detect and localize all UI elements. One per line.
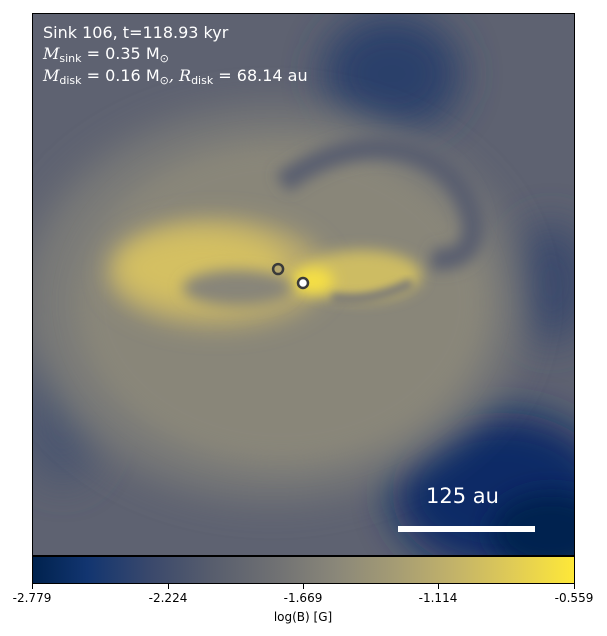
colorbar-label: log(B) [G] xyxy=(273,610,333,624)
scalebar xyxy=(398,526,535,532)
r-disk-subscript: disk xyxy=(191,74,214,87)
colorbar-tick-label: -1.114 xyxy=(418,591,458,605)
m-disk-solar-sub: ⊙ xyxy=(159,74,169,87)
m-disk-symbol: M xyxy=(43,66,60,85)
disk-properties-label: Mdisk = 0.16 M⊙, Rdisk = 68.14 au xyxy=(43,65,308,91)
r-disk-symbol: , R xyxy=(168,66,192,85)
sink-time-label: Sink 106, t=118.93 kyr xyxy=(43,23,229,42)
m-sink-value: = 0.35 M xyxy=(81,44,160,63)
colorbar xyxy=(32,556,575,584)
r-disk-value: = 68.14 au xyxy=(213,66,308,85)
m-sink-subscript: sink xyxy=(59,52,82,65)
m-disk-value: = 0.16 M xyxy=(81,66,160,85)
m-disk-subscript: disk xyxy=(59,74,82,87)
colorbar-tick xyxy=(168,584,169,589)
sink-mass-label: Msink = 0.35 M⊙ xyxy=(43,43,169,69)
m-sink-symbol: M xyxy=(43,44,60,63)
magnetic-field-map: Sink 106, t=118.93 kyr Msink = 0.35 M⊙ M… xyxy=(32,13,575,556)
colorbar-tick xyxy=(32,584,33,589)
colorbar-tick xyxy=(438,584,439,589)
sink-primary-marker xyxy=(271,262,285,276)
sink-companion-marker xyxy=(296,276,310,290)
m-sink-solar-sub: ⊙ xyxy=(159,52,169,65)
scalebar-label: 125 au xyxy=(426,484,499,508)
colorbar-tick-label: -0.559 xyxy=(554,591,594,605)
colorbar-tick xyxy=(303,584,304,589)
colorbar-tick-label: -2.224 xyxy=(148,591,188,605)
field-image xyxy=(33,14,574,555)
colorbar-tick-label: -2.779 xyxy=(12,591,52,605)
colorbar-tick-label: -1.669 xyxy=(283,591,323,605)
colorbar-tick xyxy=(574,584,575,589)
